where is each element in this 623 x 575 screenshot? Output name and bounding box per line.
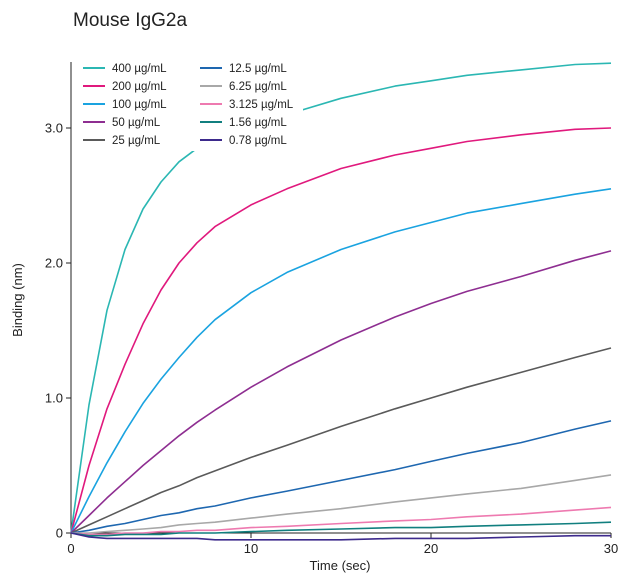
x-tick-label: 30 [604, 541, 618, 556]
x-tick-label: 0 [67, 541, 74, 556]
x-tick-label: 20 [424, 541, 438, 556]
series-line-5 [70, 420, 612, 534]
x-axis-label: Time (sec) [310, 558, 371, 573]
series-line-8 [70, 521, 612, 537]
legend: 400 µg/mL 200 µg/mL 100 µg/mL 50 µg/mL 25 µg… [78, 57, 303, 151]
series-line-3 [70, 250, 612, 534]
legend-label: 100 µg/mL [112, 99, 167, 111]
y-tick-label: 3.0 [45, 121, 63, 136]
legend-background [78, 57, 303, 151]
y-tick-label: 1.0 [45, 391, 63, 406]
legend-label: 0.78 µg/mL [229, 135, 287, 147]
series-line-6 [71, 474, 612, 534]
legend-label: 6.25 µg/mL [229, 81, 287, 93]
series-line-9 [70, 532, 611, 541]
legend-label: 50 µg/mL [112, 117, 161, 129]
legend-label: 200 µg/mL [112, 81, 167, 93]
series-line-1 [70, 127, 612, 534]
axes: 0 1.0 2.0 3.0 0 10 20 30 [45, 62, 618, 556]
legend-label: 25 µg/mL [112, 135, 161, 147]
series-line-7 [70, 506, 612, 536]
legend-label: 12.5 µg/mL [229, 63, 287, 75]
y-tick-label: 0 [56, 526, 63, 541]
chart-title: Mouse IgG2a [73, 10, 188, 31]
series-line-2 [70, 188, 612, 534]
series-line-4 [70, 347, 612, 534]
legend-label: 400 µg/mL [112, 63, 167, 75]
legend-label: 3.125 µg/mL [229, 99, 294, 111]
y-tick-label: 2.0 [45, 256, 63, 271]
legend-label: 1.56 µg/mL [229, 117, 287, 129]
x-tick-label: 10 [244, 541, 258, 556]
y-axis-label: Binding (nm) [10, 263, 25, 337]
